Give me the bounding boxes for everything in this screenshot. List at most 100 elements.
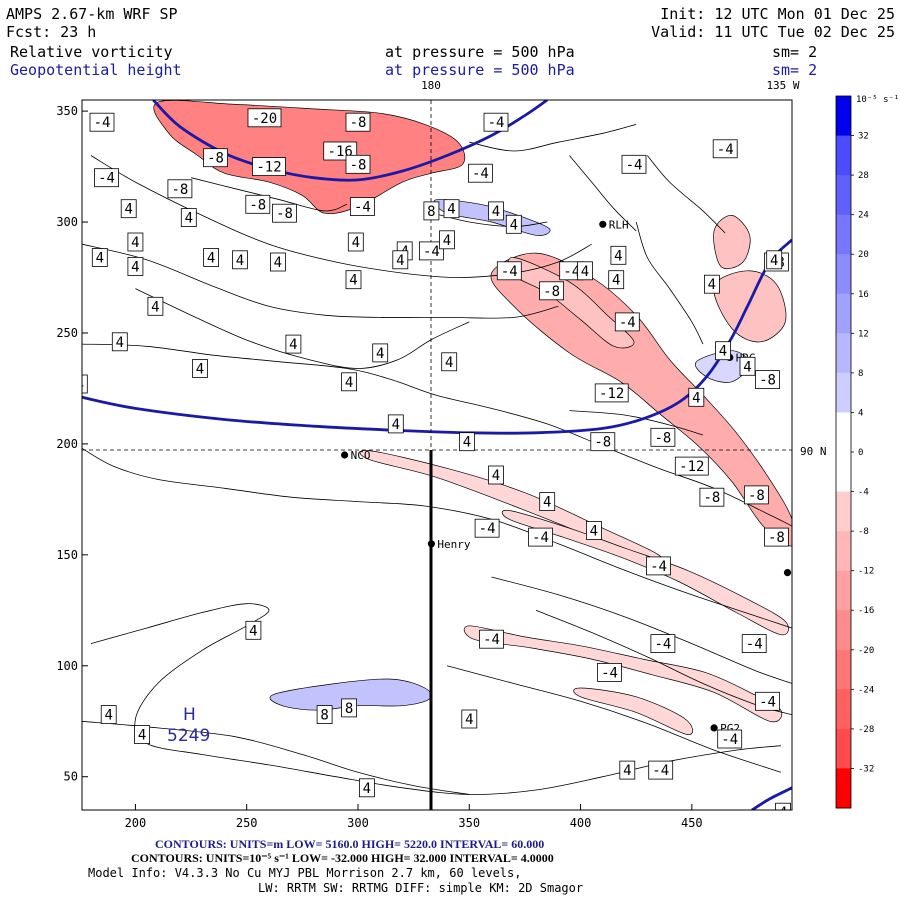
contour-label-87: 8 — [342, 699, 357, 717]
contour-label-32: -4 — [647, 557, 671, 575]
colorbar-tick--4: -4 — [858, 488, 869, 498]
contour-label-value: 4 — [396, 253, 404, 269]
contour-label-59: 4 — [388, 415, 403, 433]
colorbar-tick--16: -16 — [858, 606, 874, 616]
contour-label-value: 8 — [320, 708, 328, 724]
colorbar-tick-24: 24 — [858, 211, 869, 221]
contour-label-76: 4 — [689, 388, 704, 406]
contour-label-62: 4 — [540, 493, 555, 511]
contour-label-80: 4 — [135, 726, 150, 744]
contour-label-72: 4 — [609, 271, 624, 289]
contour-label-value: 4 — [743, 359, 751, 375]
y-tick-label-50: 50 — [64, 770, 78, 784]
contour-label-69: 4 — [444, 200, 459, 218]
colorbar-cell-10 — [836, 452, 851, 492]
contour-label-value: -8 — [350, 115, 367, 131]
contour-label-value: 4 — [590, 523, 598, 539]
contour-label-26: -8 — [744, 486, 768, 504]
contour-label-value: -20 — [252, 111, 277, 127]
contour-label-81: 4 — [462, 710, 477, 728]
colorbar-tick--8: -8 — [858, 527, 869, 537]
contour-label-value: -8 — [759, 373, 776, 389]
contour-label-value: -8 — [171, 182, 188, 198]
colorbar-tick--32: -32 — [858, 764, 874, 774]
weather-map-figure: AMPS 2.67-km WRF SP Init: 12 UTC Mon 01 … — [0, 0, 900, 900]
contour-label-value: 4 — [96, 251, 104, 267]
contour-label-value: 4 — [349, 273, 357, 289]
contour-label-43: 4 — [92, 249, 107, 267]
contour-label-83: 4 — [776, 803, 791, 821]
contour-label-value: 4 — [692, 390, 700, 406]
contour-label-2: -4 — [95, 169, 119, 187]
contour-label-value: -4 — [94, 115, 111, 131]
contour-label-value: 4 — [274, 255, 282, 271]
lat-90n-label: 90 N — [800, 445, 827, 458]
contour-label-77: 4 — [767, 251, 782, 269]
contour-label-value: -8 — [207, 151, 224, 167]
station-label-henry: Henry — [437, 538, 470, 551]
contour-label-value: 4 — [719, 344, 727, 360]
contour-label-52: 4 — [148, 297, 163, 315]
contour-label-box — [72, 375, 87, 393]
colorbar-cell-15 — [836, 650, 851, 690]
field2-level: at pressure = 500 hPa — [385, 61, 575, 79]
contour-label-value: 4 — [345, 375, 353, 391]
contour-label-53: 4 — [112, 333, 127, 351]
contour-label-value: 4 — [510, 217, 518, 233]
contour-label-57: 4 — [373, 344, 388, 362]
contour-label-value: 4 — [131, 235, 139, 251]
contour-label-value: 4 — [104, 708, 112, 724]
station-dot-5 — [599, 221, 606, 228]
height-contours-info: CONTOURS: UNITS=m LOW= 5160.0 HIGH= 5220… — [155, 837, 544, 851]
contour-label-value: 4 — [185, 211, 193, 227]
contour-label-value: -4 — [532, 530, 549, 546]
contour-label-value: -8 — [703, 490, 720, 506]
contour-label-15: -4 — [622, 155, 646, 173]
contour-label-value: -4 — [423, 244, 440, 260]
contour-label-38: -4 — [718, 730, 742, 748]
contour-label-41: 4 — [121, 200, 136, 218]
colorbar-cell-4 — [836, 215, 851, 255]
vorticity-contours-info: CONTOURS: UNITS=10⁻⁵ s⁻¹ LOW= -32.000 HI… — [131, 851, 554, 865]
colorbar-cell-7 — [836, 333, 851, 373]
contour-label-86: 8 — [317, 706, 332, 724]
contour-label-value: 4 — [116, 335, 124, 351]
contour-label-46: 4 — [204, 249, 219, 267]
contour-label-56: 4 — [286, 335, 301, 353]
colorbar-ticks: 322824201612840-4-8-12-16-20-24-28-32 — [851, 132, 874, 775]
colorbar-cell-3 — [836, 175, 851, 215]
colorbar-tick-4: 4 — [858, 408, 863, 418]
colorbar-cell-14 — [836, 610, 851, 650]
contour-label-value: -12 — [679, 459, 704, 475]
contour-label-35: -4 — [598, 663, 622, 681]
low-marker: H — [183, 705, 196, 725]
lon-135w-label: 135 W — [766, 79, 799, 92]
contour-label-value: 4 — [463, 435, 471, 451]
contour-label-value: -4 — [601, 665, 618, 681]
contour-label-value: 4 — [207, 251, 215, 267]
colorbar-cell-8 — [836, 373, 851, 413]
contour-label-value: 4 — [376, 346, 384, 362]
contour-label-value: -4 — [472, 166, 489, 182]
field1-name: Relative vorticity — [10, 43, 173, 61]
x-tick-label-400: 400 — [570, 816, 592, 830]
contour-label-7: -8 — [346, 113, 370, 131]
contour-label-31: -4 — [529, 528, 553, 546]
y-tick-label-350: 350 — [56, 104, 78, 118]
contour-label-66: 4 — [489, 202, 504, 220]
contour-label-value: -12 — [256, 160, 281, 176]
contour-label-20: -4 — [615, 313, 639, 331]
field1-level: at pressure = 500 hPa — [385, 43, 575, 61]
colorbar-cell-16 — [836, 689, 851, 729]
init-time: Init: 12 UTC Mon 01 Dec 25 — [660, 5, 895, 23]
contour-label-10: -8 — [246, 195, 270, 213]
contour-label-value: 4 — [465, 712, 473, 728]
contour-label-value: -4 — [479, 521, 496, 537]
y-tick-label-200: 200 — [56, 437, 78, 451]
plot-area: NCOHenryPG2HRCRLH -4-4-20-8-12-16-8-8-8-… — [56, 79, 826, 830]
x-tick-label-250: 250 — [236, 816, 258, 830]
colorbar-cell-2 — [836, 136, 851, 176]
station-dot-1 — [341, 451, 348, 458]
contour-label-value: -8 — [594, 435, 611, 451]
contour-label-value: 4 — [443, 233, 451, 249]
